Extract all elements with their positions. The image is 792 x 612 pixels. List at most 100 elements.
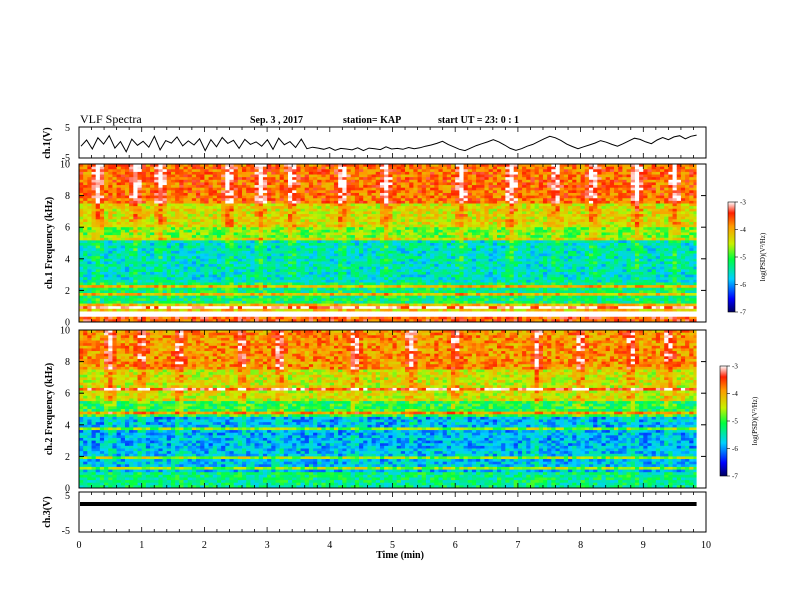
heatmap-cell: [400, 179, 406, 183]
heatmap-cell: [204, 166, 209, 170]
heatmap-cell: [145, 171, 151, 175]
heatmap-cell: [292, 282, 297, 286]
heatmap-cell: [375, 221, 381, 225]
heatmap-cell: [204, 282, 209, 286]
heatmap-cell: [354, 266, 360, 270]
heatmap-cell: [313, 203, 318, 207]
heatmap-cell: [417, 208, 423, 212]
heatmap-cell: [162, 195, 168, 199]
heatmap-cell: [150, 179, 155, 183]
heatmap-cell: [91, 200, 97, 204]
heatmap-cell: [187, 195, 193, 199]
heatmap-cell: [262, 300, 268, 304]
heatmap-cell: [313, 287, 318, 291]
heatmap-cell: [371, 308, 377, 312]
heatmap-cell: [342, 298, 347, 302]
heatmap-cell: [413, 182, 418, 186]
heatmap-cell: [317, 279, 322, 283]
heatmap-cell: [313, 264, 318, 268]
heatmap-cell: [258, 279, 264, 283]
heatmap-cell: [120, 264, 126, 268]
heatmap-cell: [179, 206, 184, 210]
heatmap-cell: [191, 235, 197, 239]
heatmap-cell: [216, 214, 222, 218]
heatmap-cell: [145, 316, 151, 320]
heatmap-cell: [363, 177, 368, 181]
heatmap-cell: [254, 264, 260, 268]
heatmap-cell: [267, 192, 272, 196]
heatmap-cell: [267, 314, 272, 318]
heatmap-cell: [204, 229, 209, 233]
heatmap-cell: [304, 211, 310, 215]
heatmap-cell: [141, 300, 147, 304]
heatmap-cell: [317, 237, 322, 241]
heatmap-cell: [363, 174, 368, 178]
heatmap-cell: [333, 258, 339, 262]
heatmap-cell: [187, 185, 193, 189]
heatmap-cell: [233, 264, 239, 268]
heatmap-cell: [300, 243, 306, 247]
heatmap-cell: [262, 240, 268, 244]
heatmap-cell: [129, 277, 134, 281]
heatmap-cell: [124, 264, 130, 268]
heatmap-cell: [216, 303, 222, 307]
heatmap-cell: [354, 295, 360, 299]
heatmap-cell: [112, 295, 118, 299]
heatmap-cell: [283, 295, 289, 299]
heatmap-cell: [392, 303, 398, 307]
heatmap-cell: [216, 232, 222, 236]
heatmap-cell: [129, 240, 134, 244]
heatmap-cell: [150, 319, 155, 323]
heatmap-cell: [271, 235, 276, 239]
heatmap-cell: [112, 235, 118, 239]
heatmap-cell: [175, 266, 180, 270]
heatmap-cell: [129, 274, 134, 278]
heatmap-cell: [137, 227, 143, 231]
heatmap-cell: [158, 277, 163, 281]
heatmap-cell: [216, 287, 222, 291]
heatmap-cell: [116, 208, 122, 212]
heatmap-cell: [308, 179, 314, 183]
heatmap-cell: [363, 290, 368, 294]
heatmap-cell: [141, 240, 147, 244]
heatmap-cell: [342, 271, 347, 275]
heatmap-cell: [83, 274, 88, 278]
heatmap-cell: [333, 190, 339, 194]
heatmap-cell: [179, 208, 184, 212]
heatmap-cell: [375, 261, 381, 265]
heatmap-cell: [342, 240, 347, 244]
heatmap-cell: [133, 185, 138, 189]
heatmap-cell: [225, 253, 230, 257]
heatmap-cell: [384, 300, 389, 304]
heatmap-cell: [79, 224, 84, 228]
heatmap-cell: [212, 232, 218, 236]
heatmap-cell: [154, 319, 159, 323]
heatmap-cell: [392, 187, 398, 191]
heatmap-cell: [405, 314, 410, 318]
heatmap-cell: [116, 166, 122, 170]
heatmap-cell: [354, 219, 360, 223]
heatmap-cell: [175, 279, 180, 283]
heatmap-cell: [367, 235, 372, 239]
heatmap-cell: [221, 274, 226, 278]
heatmap-cell: [375, 264, 381, 268]
heatmap-cell: [166, 190, 172, 194]
heatmap-cell: [283, 229, 289, 233]
heatmap-cell: [250, 274, 255, 278]
heatmap-cell: [371, 171, 377, 175]
heatmap-cell: [288, 177, 293, 181]
heatmap-cell: [346, 306, 352, 310]
heatmap-cell: [333, 179, 339, 183]
heatmap-cell: [221, 190, 226, 194]
heatmap-cell: [304, 271, 310, 275]
heatmap-cell: [321, 266, 327, 270]
heatmap-cell: [292, 287, 297, 291]
heatmap-cell: [187, 316, 193, 320]
heatmap-cell: [392, 229, 398, 233]
heatmap-cell: [242, 221, 247, 225]
heatmap-cell: [275, 211, 281, 215]
heatmap-cell: [104, 171, 109, 175]
heatmap-cell: [317, 221, 322, 225]
heatmap-cell: [116, 274, 122, 278]
heatmap-cell: [83, 235, 88, 239]
